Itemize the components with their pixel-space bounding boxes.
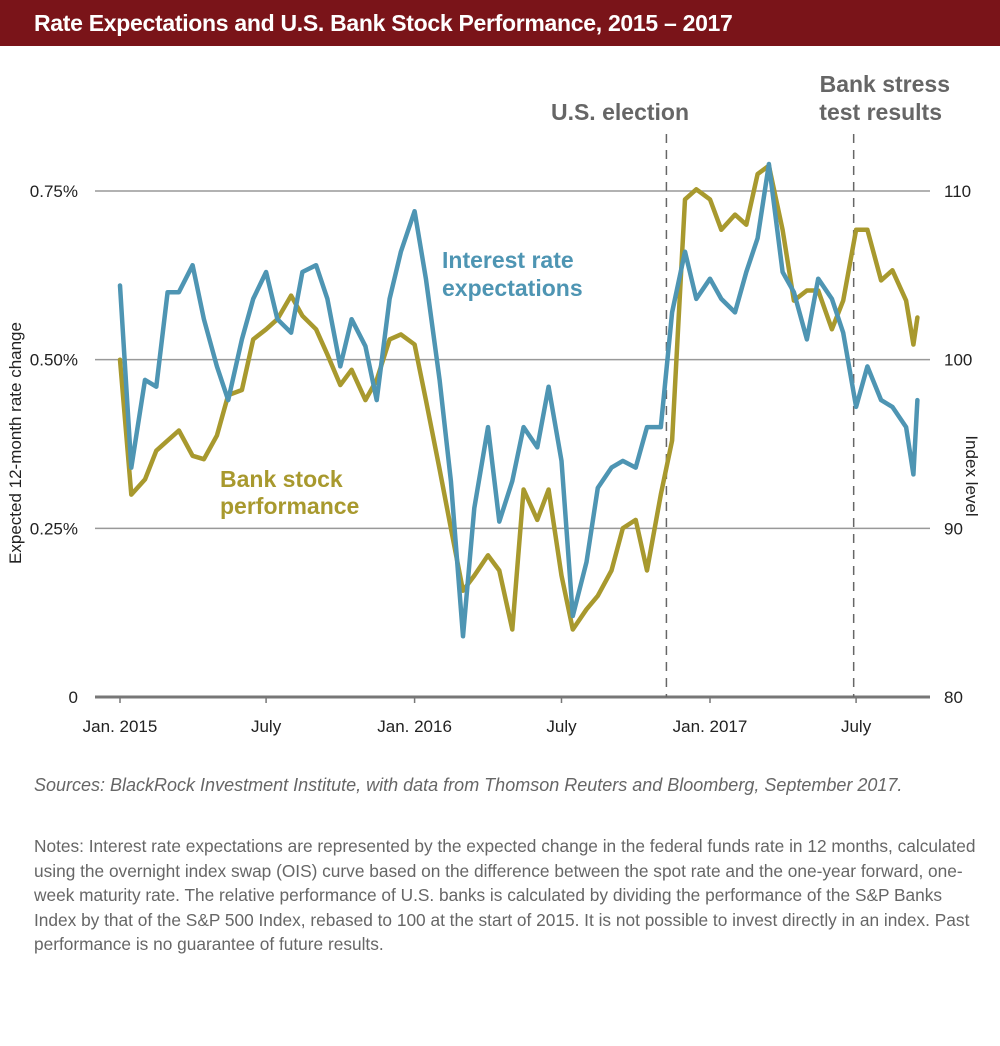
bank-stock-line	[117, 163, 920, 632]
x-tick-label: July	[546, 717, 577, 736]
notes-text: Notes: Interest rate expectations are re…	[34, 836, 976, 955]
y-tick-label: 0.50%	[30, 351, 78, 370]
y2-tick-label: 110	[944, 182, 971, 201]
sources-text: Sources: BlackRock Investment Institute,…	[34, 775, 903, 795]
x-tick-label: July	[251, 717, 282, 736]
y-tick-label: 0.75%	[30, 182, 78, 201]
x-tick-label: Jan. 2017	[673, 717, 748, 736]
y-tick-label: 0.25%	[30, 519, 78, 538]
bank-series-label-line2: performance	[220, 493, 359, 519]
rate-series-label-line1: Interest rate	[442, 247, 574, 273]
y-axis-label: Expected 12-month rate change	[6, 322, 25, 564]
y2-axis-label: Index level	[962, 435, 981, 516]
chart-title: Rate Expectations and U.S. Bank Stock Pe…	[0, 0, 1000, 46]
y2-tick-label: 80	[944, 688, 963, 707]
stress-annotation-line1: Bank stress	[820, 71, 950, 97]
y2-tick-label: 90	[944, 519, 963, 538]
chart: 0 80 0.25% 90 0.50% 100 0.75% 110 Jan. 2015 July J…	[6, 71, 981, 736]
x-tick-label: July	[841, 717, 872, 736]
y2-tick-label: 100	[944, 351, 972, 370]
bank-series-label-line1: Bank stock	[220, 466, 343, 492]
rate-series-label-line2: expectations	[442, 275, 583, 301]
x-tick-label: Jan. 2015	[83, 717, 158, 736]
x-tick-label: Jan. 2016	[377, 717, 452, 736]
interest-rate-line	[117, 161, 920, 639]
y-tick-label: 0	[69, 688, 78, 707]
stress-annotation-line2: test results	[819, 99, 942, 125]
election-annotation: U.S. election	[551, 99, 689, 125]
